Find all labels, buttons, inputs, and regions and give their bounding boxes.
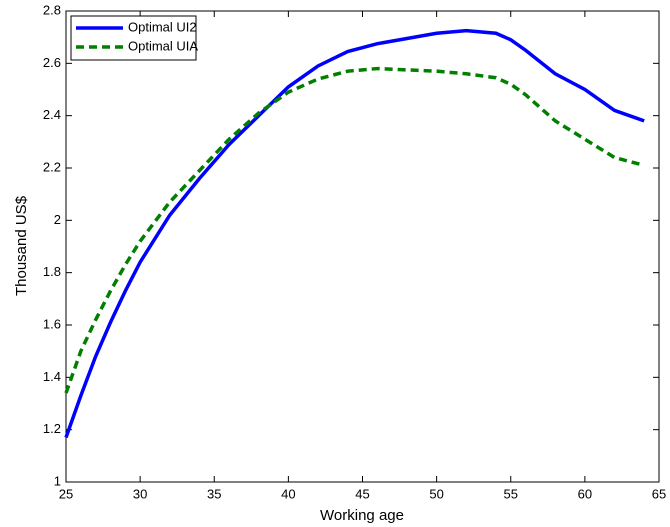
y-axis-label: Thousand US$ bbox=[13, 195, 30, 296]
y-tick-label: 1.8 bbox=[43, 264, 61, 279]
x-axis-label: Working age bbox=[320, 507, 404, 524]
y-tick-label: 2.2 bbox=[43, 159, 61, 174]
y-tick-label: 1 bbox=[54, 473, 61, 488]
y-tick-label: 1.2 bbox=[43, 421, 61, 436]
y-tick-label: 1.4 bbox=[43, 369, 61, 384]
x-tick-label: 65 bbox=[652, 486, 666, 501]
x-tick-label: 50 bbox=[429, 486, 443, 501]
x-tick-label: 25 bbox=[59, 486, 73, 501]
legend-label: Optimal UIA bbox=[128, 38, 198, 53]
series-line bbox=[64, 28, 645, 439]
legend-label: Optimal UI2 bbox=[128, 19, 197, 34]
legend-box bbox=[70, 15, 197, 61]
x-tick-label: 35 bbox=[207, 486, 221, 501]
plot-area bbox=[65, 10, 660, 483]
y-tick-label: 2 bbox=[54, 212, 61, 227]
x-tick-label: 30 bbox=[133, 486, 147, 501]
y-tick-label: 1.6 bbox=[43, 316, 61, 331]
series-line bbox=[64, 66, 645, 394]
x-tick-label: 55 bbox=[504, 486, 518, 501]
y-tick-label: 2.4 bbox=[43, 107, 61, 122]
y-tick-label: 2.8 bbox=[43, 2, 61, 17]
x-tick-label: 40 bbox=[281, 486, 295, 501]
y-tick-label: 2.6 bbox=[43, 55, 61, 70]
x-tick-label: 60 bbox=[578, 486, 592, 501]
x-tick-label: 45 bbox=[355, 486, 369, 501]
